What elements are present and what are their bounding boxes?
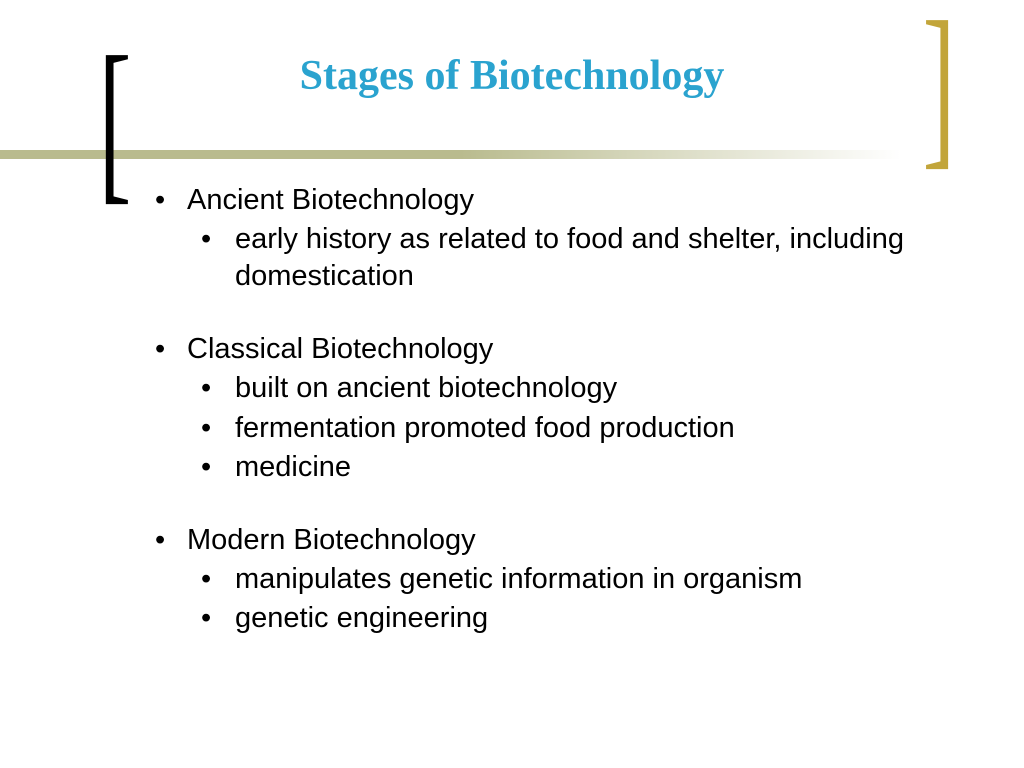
list-item: •built on ancient biotechnology xyxy=(155,370,935,407)
slide-body: •Ancient Biotechnology •early history as… xyxy=(155,182,935,673)
list-item: •genetic engineering xyxy=(155,600,935,637)
list-item: •manipulates genetic information in orga… xyxy=(155,561,935,598)
list-item: •fermentation promoted food production xyxy=(155,410,935,447)
bullet-label: Classical Biotechnology xyxy=(187,331,493,368)
slide-title: Stages of Biotechnology xyxy=(0,52,1024,100)
list-item: •Modern Biotechnology •manipulates genet… xyxy=(155,522,935,637)
bullet-label: Ancient Biotechnology xyxy=(187,182,474,219)
list-item: •medicine xyxy=(155,449,935,486)
decorative-horizontal-line xyxy=(0,150,1024,159)
list-item: •Classical Biotechnology •built on ancie… xyxy=(155,331,935,485)
sub-bullet-label: genetic engineering xyxy=(235,600,488,637)
sub-bullet-label: manipulates genetic information in organ… xyxy=(235,561,802,598)
list-item: •Ancient Biotechnology •early history as… xyxy=(155,182,935,295)
sub-bullet-label: fermentation promoted food production xyxy=(235,410,735,447)
sub-bullet-label: built on ancient biotechnology xyxy=(235,370,617,407)
bullet-label: Modern Biotechnology xyxy=(187,522,476,559)
sub-bullet-label: early history as related to food and she… xyxy=(235,221,935,295)
sub-bullet-label: medicine xyxy=(235,449,351,486)
list-item: •early history as related to food and sh… xyxy=(155,221,935,295)
